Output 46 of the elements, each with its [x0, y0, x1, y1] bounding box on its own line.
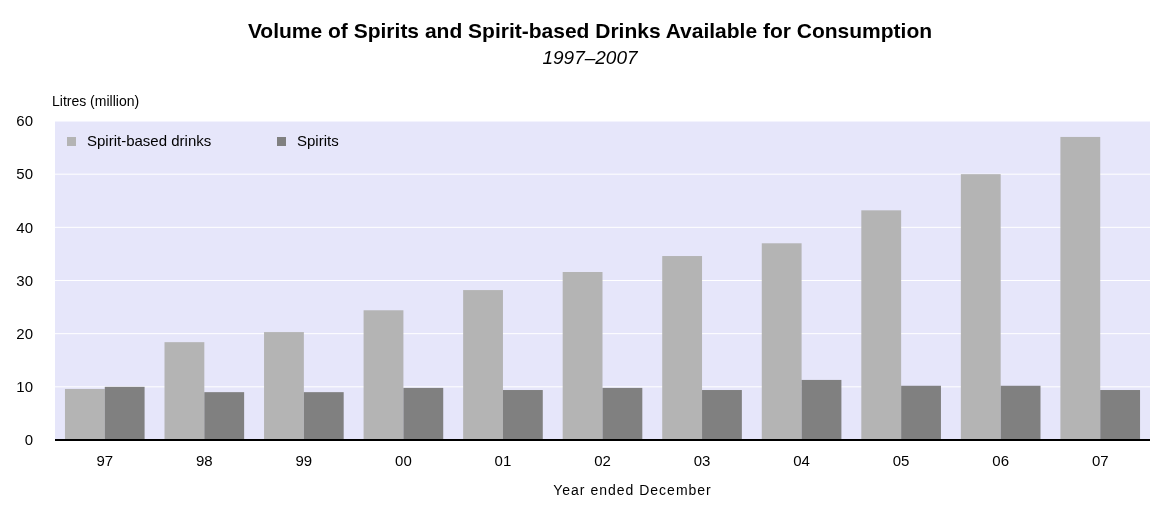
bar — [104, 386, 145, 440]
x-tick-label: 97 — [96, 452, 114, 469]
x-tick-label: 06 — [992, 452, 1010, 469]
y-tick-label: 20 — [16, 324, 33, 342]
bar — [702, 390, 742, 440]
legend-label: Spirits — [297, 132, 339, 149]
x-axis-title: Year ended December — [553, 482, 712, 498]
bar — [64, 388, 105, 440]
x-tick-label: 04 — [793, 452, 810, 469]
x-tick-label: 99 — [295, 452, 313, 469]
y-tick-label: 30 — [16, 271, 33, 289]
bar — [463, 290, 503, 440]
y-tick-label: 40 — [16, 218, 33, 236]
y-tick-label: 0 — [24, 431, 33, 449]
x-tick-label: 02 — [594, 452, 611, 469]
chart-subtitle: 1997–2007 — [542, 47, 639, 68]
bar — [403, 387, 444, 440]
bar — [1000, 385, 1041, 440]
bar — [562, 271, 603, 440]
x-tick-label: 03 — [693, 452, 711, 469]
bar — [960, 174, 1001, 440]
x-tick-label: 01 — [494, 452, 512, 469]
bar — [602, 387, 643, 440]
bar — [761, 243, 802, 440]
x-tick-label: 05 — [892, 452, 910, 469]
bar — [801, 379, 842, 440]
bar — [502, 390, 543, 440]
bar — [901, 385, 941, 440]
legend-label: Spirit-based drinks — [87, 132, 212, 149]
bar — [264, 332, 304, 440]
bar — [1060, 136, 1101, 440]
chart-title: Volume of Spirits and Spirit-based Drinks Available for Consumption — [247, 19, 933, 42]
bar — [662, 256, 703, 440]
bar — [1100, 390, 1141, 440]
bar — [303, 392, 344, 440]
y-tick-label: 60 — [16, 112, 33, 130]
bar — [164, 342, 205, 440]
x-tick-label: 98 — [195, 452, 213, 469]
y-tick-label: 10 — [16, 378, 33, 396]
x-tick-label: 00 — [395, 452, 412, 469]
x-tick-label: 07 — [1091, 452, 1109, 469]
bar — [363, 310, 404, 440]
y-axis-title: Litres (million) — [52, 93, 140, 109]
y-tick-label: 50 — [16, 165, 33, 183]
bar — [861, 210, 902, 440]
bar — [204, 392, 245, 440]
